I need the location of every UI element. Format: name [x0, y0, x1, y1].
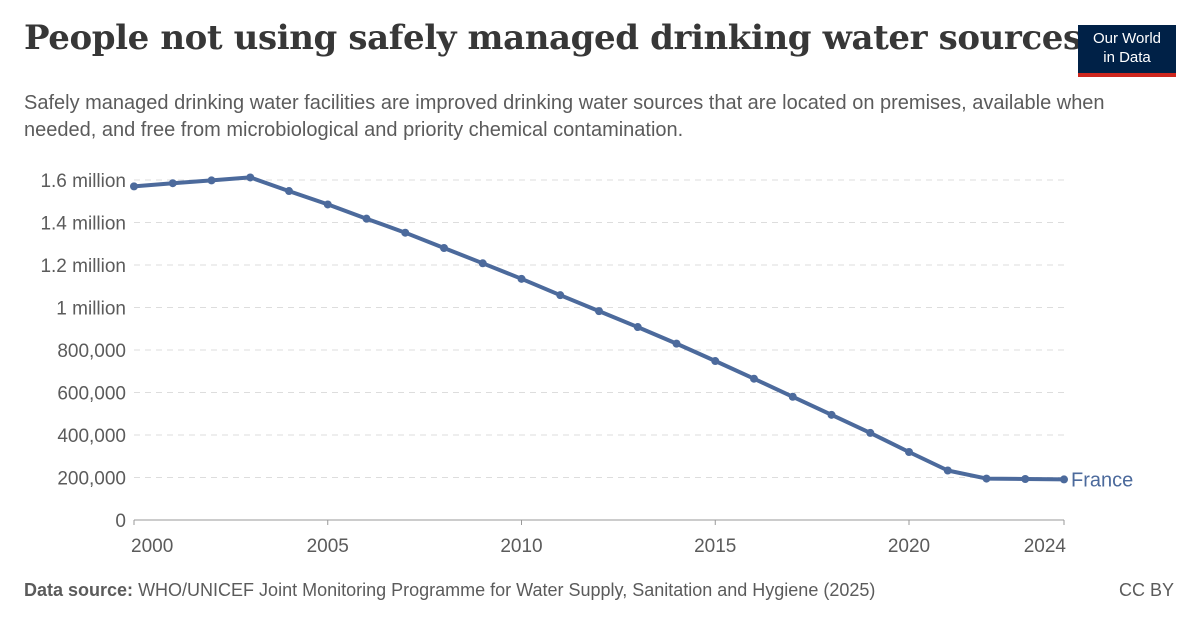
data-point [711, 357, 719, 365]
data-point [556, 291, 564, 299]
data-point [1021, 475, 1029, 483]
y-tick-label: 1 million [56, 299, 126, 320]
data-point [905, 448, 913, 456]
data-point [789, 393, 797, 401]
data-point [673, 340, 681, 348]
data-point [828, 411, 836, 419]
data-point [285, 187, 293, 195]
y-tick-label: 1.6 million [40, 171, 126, 192]
data-point [208, 176, 216, 184]
data-point [363, 215, 371, 223]
x-tick-label: 2024 [1024, 536, 1067, 557]
x-tick-label: 2020 [888, 536, 930, 557]
data-point [401, 229, 409, 237]
x-tick-label: 2000 [131, 536, 173, 557]
data-point [866, 429, 874, 437]
data-point [944, 466, 952, 474]
data-point [750, 375, 758, 383]
license-link[interactable]: CC BY [1119, 580, 1174, 601]
data-point [595, 307, 603, 315]
y-tick-label: 1.4 million [40, 214, 126, 235]
x-tick-label: 2010 [500, 536, 542, 557]
data-point [518, 275, 526, 283]
data-point [246, 173, 254, 181]
data-point [324, 200, 332, 208]
series-label: France [1071, 469, 1133, 491]
data-source-label: Data source: [24, 580, 133, 600]
data-source-text[interactable]: WHO/UNICEF Joint Monitoring Programme fo… [138, 580, 875, 600]
y-tick-label: 600,000 [57, 384, 126, 405]
y-tick-label: 800,000 [57, 341, 126, 362]
data-point [479, 259, 487, 267]
y-tick-label: 400,000 [57, 426, 126, 447]
y-tick-label: 0 [115, 511, 126, 532]
data-point [983, 475, 991, 483]
data-point [440, 244, 448, 252]
x-tick-label: 2005 [307, 536, 349, 557]
y-tick-label: 200,000 [57, 469, 126, 490]
data-point [1060, 475, 1068, 483]
data-point [634, 323, 642, 331]
data-source: Data source: WHO/UNICEF Joint Monitoring… [24, 580, 875, 601]
x-tick-label: 2015 [694, 536, 736, 557]
data-point [169, 179, 177, 187]
data-point [130, 182, 138, 190]
y-tick-label: 1.2 million [40, 256, 126, 277]
